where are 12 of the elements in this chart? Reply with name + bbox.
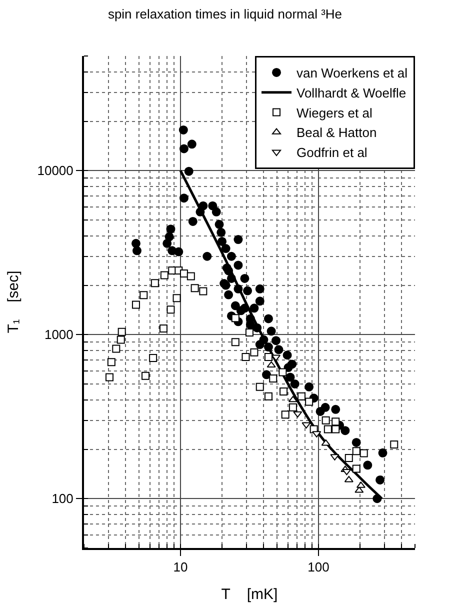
chart-title: spin relaxation times in liquid normal ³He [108,6,342,22]
legend-label: Godfrin et al [296,145,368,160]
legend-label: Vollhardt & Woelfle [296,85,406,100]
y-axis-title: T₁ [sec] [4,270,22,334]
legend-label: Beal & Hatton [296,125,377,140]
legend-label: van Woerkens et al [296,66,408,81]
y-tick-label: 1000 [44,327,74,342]
y-tick-label: 10000 [37,163,74,178]
y-tick-label: 100 [52,491,74,506]
x-tick-label: 10 [173,560,188,575]
legend-label: Wiegers et al [296,105,372,120]
x-axis-title: T [mK] [221,586,278,604]
